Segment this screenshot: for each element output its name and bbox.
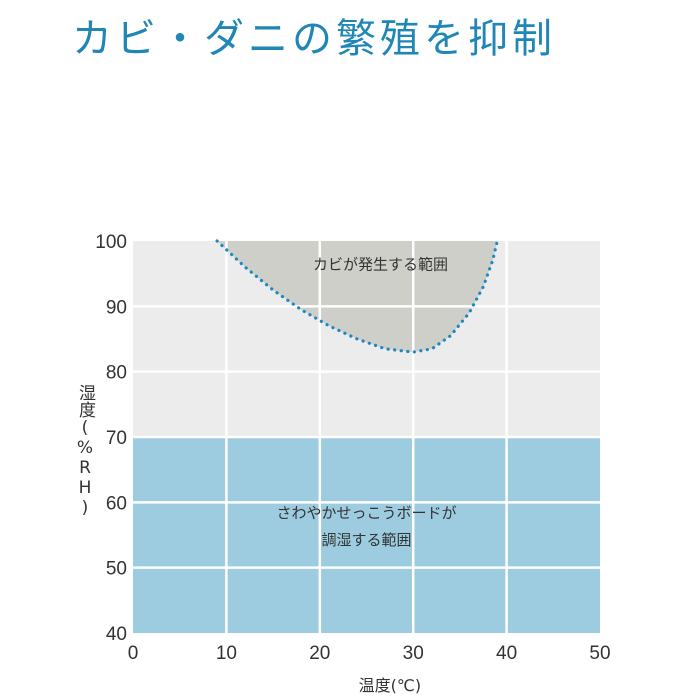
x-axis-label: 温度(℃) (359, 676, 421, 695)
mold-growth-region (217, 241, 498, 353)
x-tick-label: 50 (589, 643, 610, 664)
mold-region-label-line-1: カビが発生する範囲 (313, 256, 448, 274)
mold-boundary-curve (215, 239, 499, 354)
y-tick-label: 60 (106, 493, 127, 514)
y-tick-label: 50 (106, 559, 127, 580)
y-tick-label: 100 (95, 232, 127, 253)
x-tick-label: 20 (309, 643, 330, 664)
humidity-control-region-label-line-2: 調湿する範囲 (321, 531, 411, 549)
y-tick-label: 70 (106, 428, 127, 449)
humidity-control-region (133, 437, 600, 633)
x-tick-label: 30 (403, 643, 424, 664)
x-tick-label: 40 (496, 643, 517, 664)
humidity-control-region-label-line-1: さわやかせっこうボードが (276, 504, 456, 522)
y-tick-label: 90 (106, 297, 127, 318)
x-tick-label: 0 (128, 643, 139, 664)
page-title: カビ・ダニの繁殖を抑制 (72, 16, 556, 62)
y-axis-label: 湿度(%RH) (75, 384, 95, 518)
y-tick-label: 80 (106, 363, 127, 384)
y-tick-label: 40 (106, 624, 127, 645)
x-tick-label: 10 (216, 643, 237, 664)
